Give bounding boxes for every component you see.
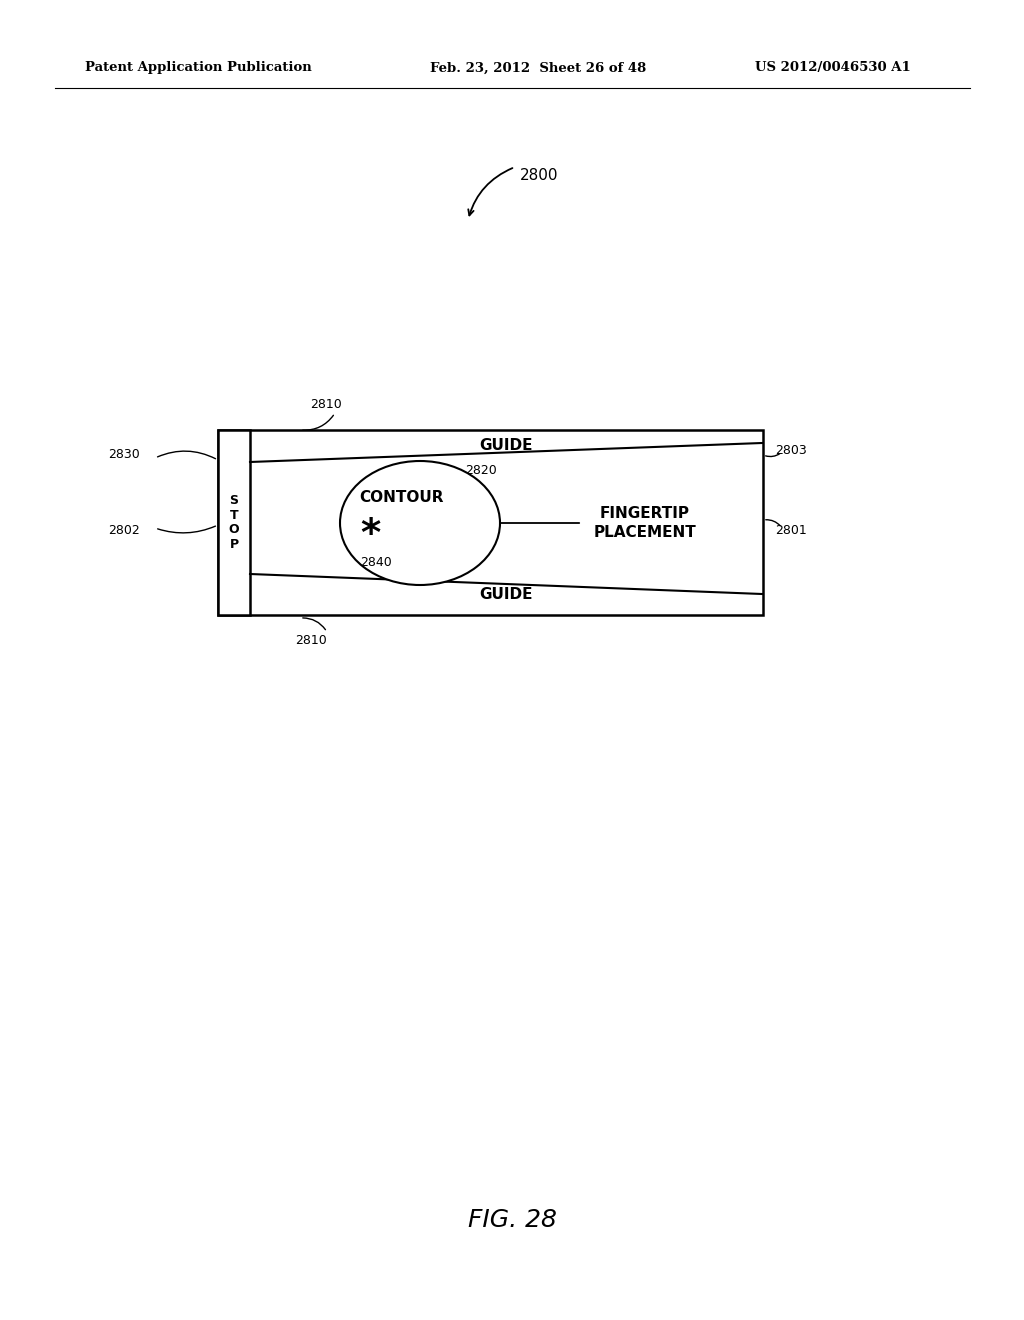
Text: *: * — [359, 516, 380, 554]
Text: GUIDE: GUIDE — [480, 438, 534, 454]
Text: FIG. 28: FIG. 28 — [468, 1208, 556, 1232]
Text: 2820: 2820 — [465, 465, 497, 478]
Text: S
T
O
P: S T O P — [228, 494, 240, 550]
Text: 2830: 2830 — [109, 449, 140, 462]
Text: GUIDE: GUIDE — [480, 587, 534, 602]
Text: 2802: 2802 — [109, 524, 140, 536]
Text: 2810: 2810 — [310, 399, 342, 412]
Bar — [218, 430, 250, 615]
Text: 2810: 2810 — [295, 634, 327, 647]
Text: CONTOUR: CONTOUR — [359, 491, 444, 506]
Text: Patent Application Publication: Patent Application Publication — [85, 62, 311, 74]
Ellipse shape — [340, 461, 500, 585]
Text: 2840: 2840 — [360, 557, 392, 569]
Bar — [218, 430, 763, 615]
Text: 2801: 2801 — [775, 524, 807, 536]
Text: 2803: 2803 — [775, 444, 807, 457]
Text: US 2012/0046530 A1: US 2012/0046530 A1 — [755, 62, 910, 74]
Text: FINGERTIP
PLACEMENT: FINGERTIP PLACEMENT — [594, 506, 696, 540]
Text: 2800: 2800 — [520, 168, 558, 182]
Text: Feb. 23, 2012  Sheet 26 of 48: Feb. 23, 2012 Sheet 26 of 48 — [430, 62, 646, 74]
